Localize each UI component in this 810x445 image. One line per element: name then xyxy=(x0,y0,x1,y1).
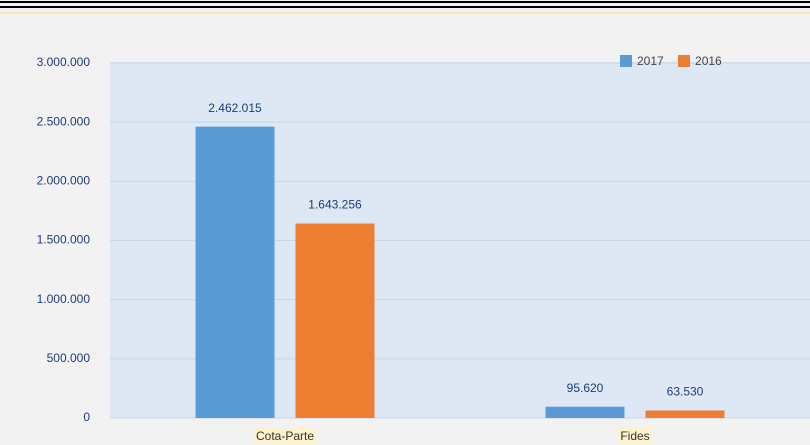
y-tick-label: 0 xyxy=(83,410,90,424)
value-label: 1.643.256 xyxy=(308,198,362,212)
label-highlight xyxy=(618,428,652,445)
bar xyxy=(195,126,275,418)
x-tick-label: Fides xyxy=(620,429,649,443)
y-tick-label: 1.500.000 xyxy=(37,233,91,247)
bar xyxy=(645,410,725,418)
y-tick-label: 2.000.000 xyxy=(37,174,91,188)
y-tick-label: 2.500.000 xyxy=(37,114,91,128)
legend-label: 2016 xyxy=(695,54,722,68)
value-label: 95.620 xyxy=(567,381,604,395)
y-tick-label: 500.000 xyxy=(47,351,91,365)
x-tick-label: Cota-Parte xyxy=(256,429,314,443)
label-highlight xyxy=(253,428,317,445)
y-tick-label: 3.000.000 xyxy=(37,55,91,69)
legend-swatch xyxy=(678,55,691,67)
value-label: 2.462.015 xyxy=(208,101,262,115)
y-tick-label: 1.000.000 xyxy=(37,292,91,306)
bar xyxy=(295,223,375,418)
legend-swatch xyxy=(620,55,632,67)
bar xyxy=(545,406,625,418)
legend-label: 2017 xyxy=(637,54,664,68)
value-label: 63.530 xyxy=(667,385,704,399)
